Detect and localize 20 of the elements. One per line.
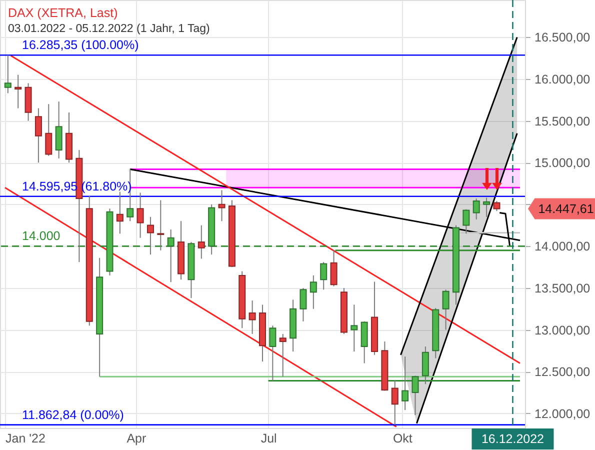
text: 14.447,61: [538, 202, 594, 216]
y-tick-label: 15.000,00: [534, 156, 590, 170]
y-tick-label: 15.500,00: [534, 114, 590, 128]
y-tick-label: 13.000,00: [534, 323, 590, 338]
y-tick-label: 12.500,00: [534, 365, 590, 380]
chart-title: DAX (XETRA, Last): [8, 6, 118, 20]
x-tick-label: Jul: [260, 432, 277, 446]
x-tick-label: Jan '22: [6, 432, 46, 446]
y-tick-label: 16.500,00: [534, 30, 590, 45]
y-tick-label: 14.000,00: [534, 240, 590, 254]
text: 03.01.2022 - 05.12.2022 (1 Jahr, 1 Tag): [8, 23, 210, 35]
ref-line-label: 14.000: [22, 229, 60, 244]
x-tick-label: Apr: [126, 432, 146, 446]
y-tick-label: 13.500,00: [534, 281, 590, 296]
ref-line-label: 11.862,84 (0.00%): [22, 408, 124, 422]
y-tick-label: 16.000,00: [534, 72, 590, 86]
x-tick-label: Okt: [392, 432, 413, 446]
ref-line-label: 16.12.2022: [481, 432, 544, 446]
ref-line-label: 16.285,35 (100.00%): [22, 38, 139, 52]
y-tick-label: 12.000,00: [534, 406, 590, 421]
